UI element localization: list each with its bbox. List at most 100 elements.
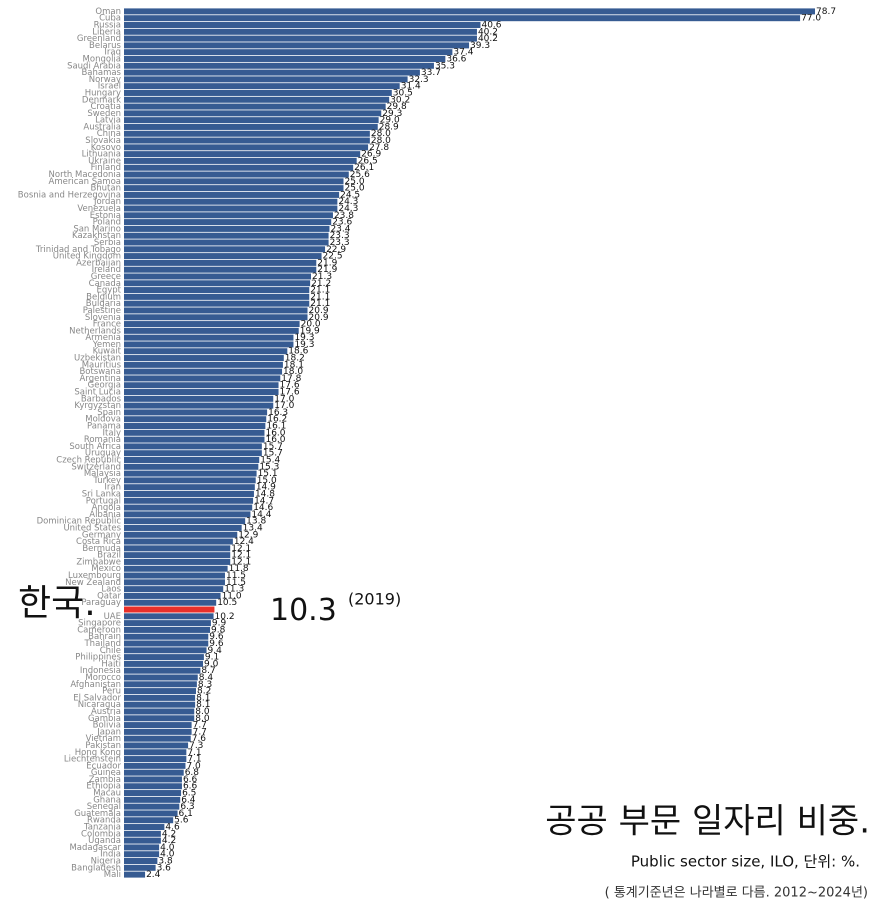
bar [124, 8, 815, 15]
value-label: 19.3 [294, 340, 314, 350]
bar [124, 667, 201, 674]
y-tick-label: Canada [89, 279, 121, 289]
value-label: 8.4 [199, 673, 214, 683]
value-label: 7.1 [187, 755, 201, 765]
bar [124, 395, 274, 402]
value-label: 16.0 [265, 428, 285, 438]
bar [124, 157, 357, 164]
y-tick-label: Jordan [93, 197, 121, 207]
bar [124, 531, 238, 538]
bar [124, 96, 390, 103]
value-label: 3.6 [157, 863, 172, 873]
value-label: 29.3 [382, 109, 402, 119]
value-label: 14.4 [251, 510, 271, 520]
y-tick-label: Ukraine [88, 156, 121, 166]
value-label: 9.0 [204, 659, 219, 669]
value-label: 23.3 [330, 231, 350, 241]
bar [124, 321, 300, 328]
bar [124, 416, 267, 423]
y-tick-label: Yemen [92, 340, 121, 350]
y-tick-label: Greenland [77, 34, 121, 44]
y-tick-label: Oman [95, 7, 121, 17]
y-tick-label: Netherlands [69, 326, 121, 336]
value-label: 13.8 [246, 517, 266, 527]
bar [124, 864, 156, 871]
bar [124, 389, 279, 396]
y-tick-label: Mali [104, 870, 121, 880]
value-label: 26.5 [358, 156, 378, 166]
bar [124, 130, 370, 137]
bar [124, 708, 195, 715]
y-tick-label: Bolivia [93, 721, 121, 731]
highlight-year: (2019) [348, 590, 401, 609]
bar [124, 817, 174, 824]
bar [124, 776, 182, 783]
bar [124, 552, 231, 559]
value-label: 78.7 [816, 7, 836, 17]
bar [124, 35, 477, 42]
value-label: 22.9 [326, 245, 346, 255]
value-label: 13.4 [243, 523, 263, 533]
value-label: 26.9 [361, 150, 381, 160]
y-tick-label: Liberia [92, 27, 121, 37]
y-tick-label: Rwanda [87, 816, 121, 826]
y-tick-label: Bahamas [81, 68, 121, 78]
y-tick-label: Uzbekistan [74, 354, 121, 364]
bar [124, 69, 420, 76]
bar [124, 524, 242, 531]
bar [124, 28, 477, 35]
y-tick-label: Czech Republic [56, 455, 121, 465]
y-tick-label: Ghana [93, 795, 121, 805]
y-tick-label: Armenia [85, 333, 121, 343]
value-label: 8.2 [197, 687, 211, 697]
value-label: 28.0 [371, 136, 391, 146]
value-label: 9.8 [211, 625, 226, 635]
y-tick-label: Estonia [90, 211, 121, 221]
bar [124, 613, 214, 620]
value-label: 9.9 [212, 619, 227, 629]
value-label: 24.5 [340, 190, 360, 200]
bar [124, 715, 195, 722]
y-tick-label: Italy [103, 428, 121, 438]
value-label: 18.0 [283, 367, 303, 377]
bar [124, 293, 310, 300]
bar [124, 355, 284, 362]
y-tick-label: Luxembourg [68, 571, 121, 581]
value-label: 77.0 [801, 14, 821, 24]
bar [124, 110, 382, 117]
y-tick-label: Finland [91, 163, 121, 173]
bar [124, 191, 340, 198]
y-tick-label: Cuba [99, 14, 121, 24]
value-label: 16.1 [266, 422, 286, 432]
bar [124, 518, 246, 525]
y-tick-label: Cameroon [77, 625, 121, 635]
y-tick-label: Japan [96, 727, 121, 737]
y-tick-label: Indonesia [80, 666, 121, 676]
value-label: 8.1 [196, 700, 210, 710]
y-tick-label: Zambia [89, 775, 121, 785]
y-tick-label: Greece [91, 272, 121, 282]
bar [124, 409, 268, 416]
value-label: 23.4 [330, 224, 350, 234]
y-tick-label: Tanzania [83, 823, 121, 833]
bar [124, 436, 265, 443]
value-label: 17.8 [281, 374, 301, 384]
bar [124, 633, 209, 640]
y-tick-label: Palestine [83, 306, 121, 316]
bar [124, 484, 255, 491]
y-tick-label: Kyrgyzstan [74, 401, 121, 411]
y-tick-label: Brazil [97, 551, 121, 561]
y-tick-label: Kuwait [93, 347, 122, 357]
bar [124, 49, 453, 56]
value-label: 11.5 [226, 578, 246, 588]
y-tick-label: Hong Kong [75, 748, 121, 758]
y-tick-label: Malaysia [84, 469, 121, 479]
value-label: 10.2 [215, 612, 235, 622]
bar [124, 463, 259, 470]
value-label: 32.3 [409, 75, 429, 85]
bar [124, 681, 197, 688]
bar [124, 592, 221, 599]
bar [124, 76, 408, 83]
value-label: 15.0 [257, 476, 277, 486]
value-label: 4.6 [165, 823, 180, 833]
